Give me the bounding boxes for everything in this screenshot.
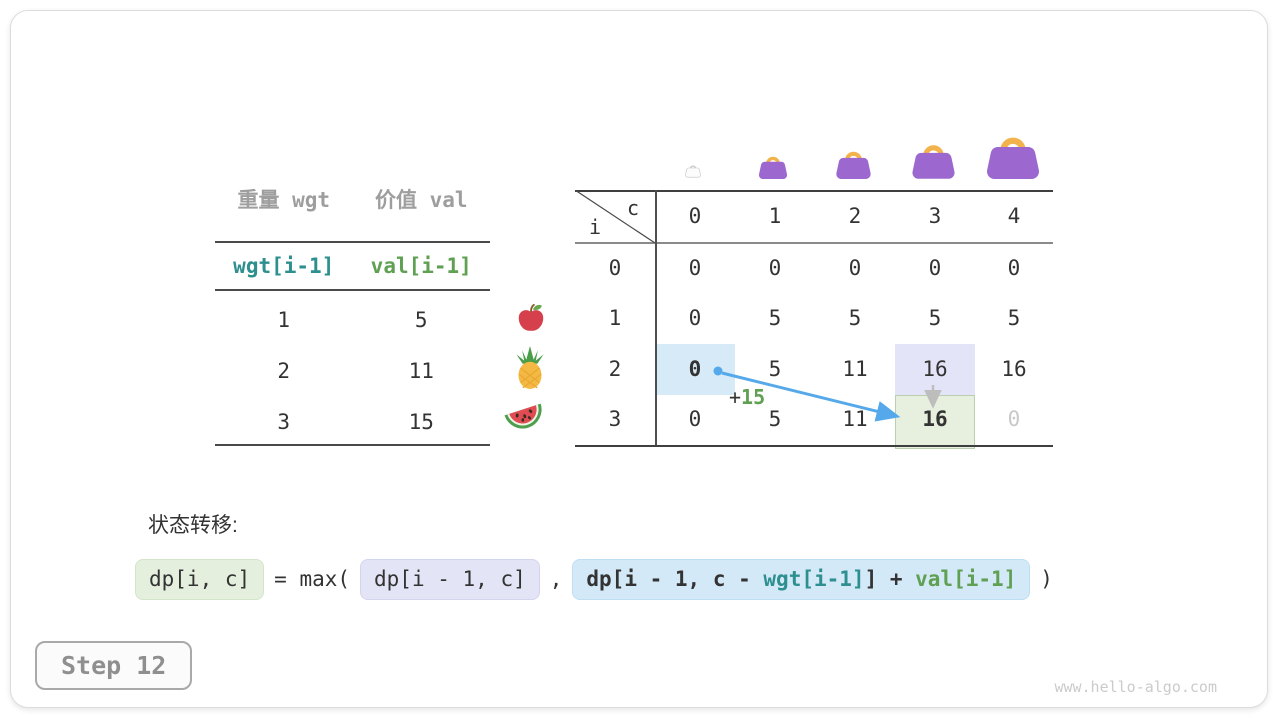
dp-table: c i 0 1 2 3 4 0 0 0 0 0 0 1 0 5 5 5 5 2 … [575, 190, 1053, 452]
capacity-var-label: c [626, 196, 639, 220]
item-1-weight: 1 [277, 308, 291, 332]
item-2-weight: 2 [277, 359, 291, 383]
dp-cell-1-3: 5 [928, 306, 942, 331]
transition-section-label: 状态转移: [148, 514, 238, 537]
transition-formula: dp[i, c] = max( dp[i - 1, c] , dp[i - 1,… [135, 559, 1053, 600]
dp-cell-0-0: 0 [688, 255, 702, 280]
formula-arg1-chip: dp[i - 1, c] [360, 559, 540, 600]
items-table-header-row: 重量 wgt 价值 val [215, 190, 490, 211]
dp-cell-3-0: 0 [688, 407, 702, 432]
formula-lhs-chip: dp[i, c] [135, 559, 265, 600]
dp-rule-bottom [575, 445, 1053, 447]
dp-col-header-4: 4 [1007, 204, 1021, 228]
val-index-label: val[i-1] [370, 254, 472, 278]
bag-icon-medium [835, 146, 872, 183]
dp-col-header-1: 1 [768, 204, 782, 228]
dp-cell-1-2: 5 [848, 306, 862, 331]
items-table-rule-mid [215, 289, 490, 291]
dp-col-header-2: 2 [848, 204, 862, 228]
item-row-3: 3 15 [215, 412, 490, 433]
items-table: 重量 wgt 价值 val wgt[i-1] val[i-1] 1 5 2 11… [215, 190, 490, 450]
bag-icon-xlarge [985, 129, 1041, 183]
formula-comma: , [549, 567, 563, 591]
dp-rule-header [575, 242, 1053, 244]
dp-cell-1-4: 5 [1007, 306, 1021, 331]
wgt-index-label: wgt[i-1] [233, 254, 335, 278]
site-url: www.hello-algo.com [1054, 678, 1217, 696]
formula-arg2-chip: dp[i - 1, c - wgt[i-1]] + val[i-1] [572, 559, 1031, 600]
value-column-header: 价值 val [374, 188, 468, 212]
dp-cell-0-4: 0 [1007, 255, 1021, 280]
item-row-1: 1 5 [215, 310, 490, 331]
watermelon-icon [502, 399, 550, 442]
dp-col-header-3: 3 [928, 204, 942, 228]
dp-cell-3-3: 16 [922, 407, 948, 432]
item-1-value: 5 [414, 308, 428, 332]
dp-rule-vertical [655, 190, 657, 445]
dp-cell-0-2: 0 [848, 255, 862, 280]
formula-close-paren: ) [1040, 567, 1053, 591]
item-2-value: 11 [408, 359, 434, 383]
dp-row-header-3: 3 [608, 407, 622, 432]
dp-row-header-1: 1 [608, 306, 622, 331]
dp-cell-2-2: 11 [842, 356, 868, 381]
item-var-label: i [589, 215, 602, 239]
arg2-val-part: val[i-1] [915, 567, 1017, 591]
dp-cell-0-1: 0 [768, 255, 782, 280]
bag-icon-small [758, 152, 788, 183]
dp-cell-2-4: 16 [1001, 356, 1027, 381]
bag-icon-large [911, 138, 956, 183]
arg2-dp-part: dp[i - 1, c - [586, 567, 764, 591]
items-table-rule-top [215, 241, 490, 243]
dp-cell-1-0: 0 [688, 306, 702, 331]
added-value: 15 [741, 385, 766, 409]
formula-max-operator: = max( [274, 567, 351, 591]
weight-column-header: 重量 wgt [237, 188, 331, 212]
dp-cell-1-1: 5 [768, 306, 782, 331]
pineapple-icon [512, 346, 548, 394]
step-badge: Step 12 [35, 641, 193, 690]
empty-bag-icon [685, 162, 701, 182]
apple-icon [515, 302, 547, 338]
dp-row-header-0: 0 [608, 255, 622, 280]
arg2-wgt-part: wgt[i-1] [763, 567, 865, 591]
dp-cell-2-3: 16 [922, 356, 948, 381]
plus-sign: + [729, 385, 742, 409]
item-row-2: 2 11 [215, 361, 490, 382]
dp-cell-2-0: 0 [688, 356, 702, 381]
dp-corner-cell: c i [575, 190, 655, 243]
dp-cell-3-4: 0 [1007, 407, 1021, 432]
dp-cell-3-2: 11 [842, 407, 868, 432]
dp-col-header-0: 0 [688, 204, 702, 228]
dp-rule-top [575, 190, 1053, 192]
dp-prev-cell-highlight [895, 344, 975, 395]
arg2-bracket-part: ] + [864, 567, 916, 591]
items-table-rule-bottom [215, 444, 490, 446]
transition-add-label: +15 [729, 387, 765, 407]
items-table-index-row: wgt[i-1] val[i-1] [215, 256, 490, 277]
dp-cell-0-3: 0 [928, 255, 942, 280]
diagonal-divider [575, 190, 655, 243]
dp-row-header-2: 2 [608, 356, 622, 381]
item-3-weight: 3 [277, 410, 291, 434]
item-3-value: 15 [408, 410, 434, 434]
